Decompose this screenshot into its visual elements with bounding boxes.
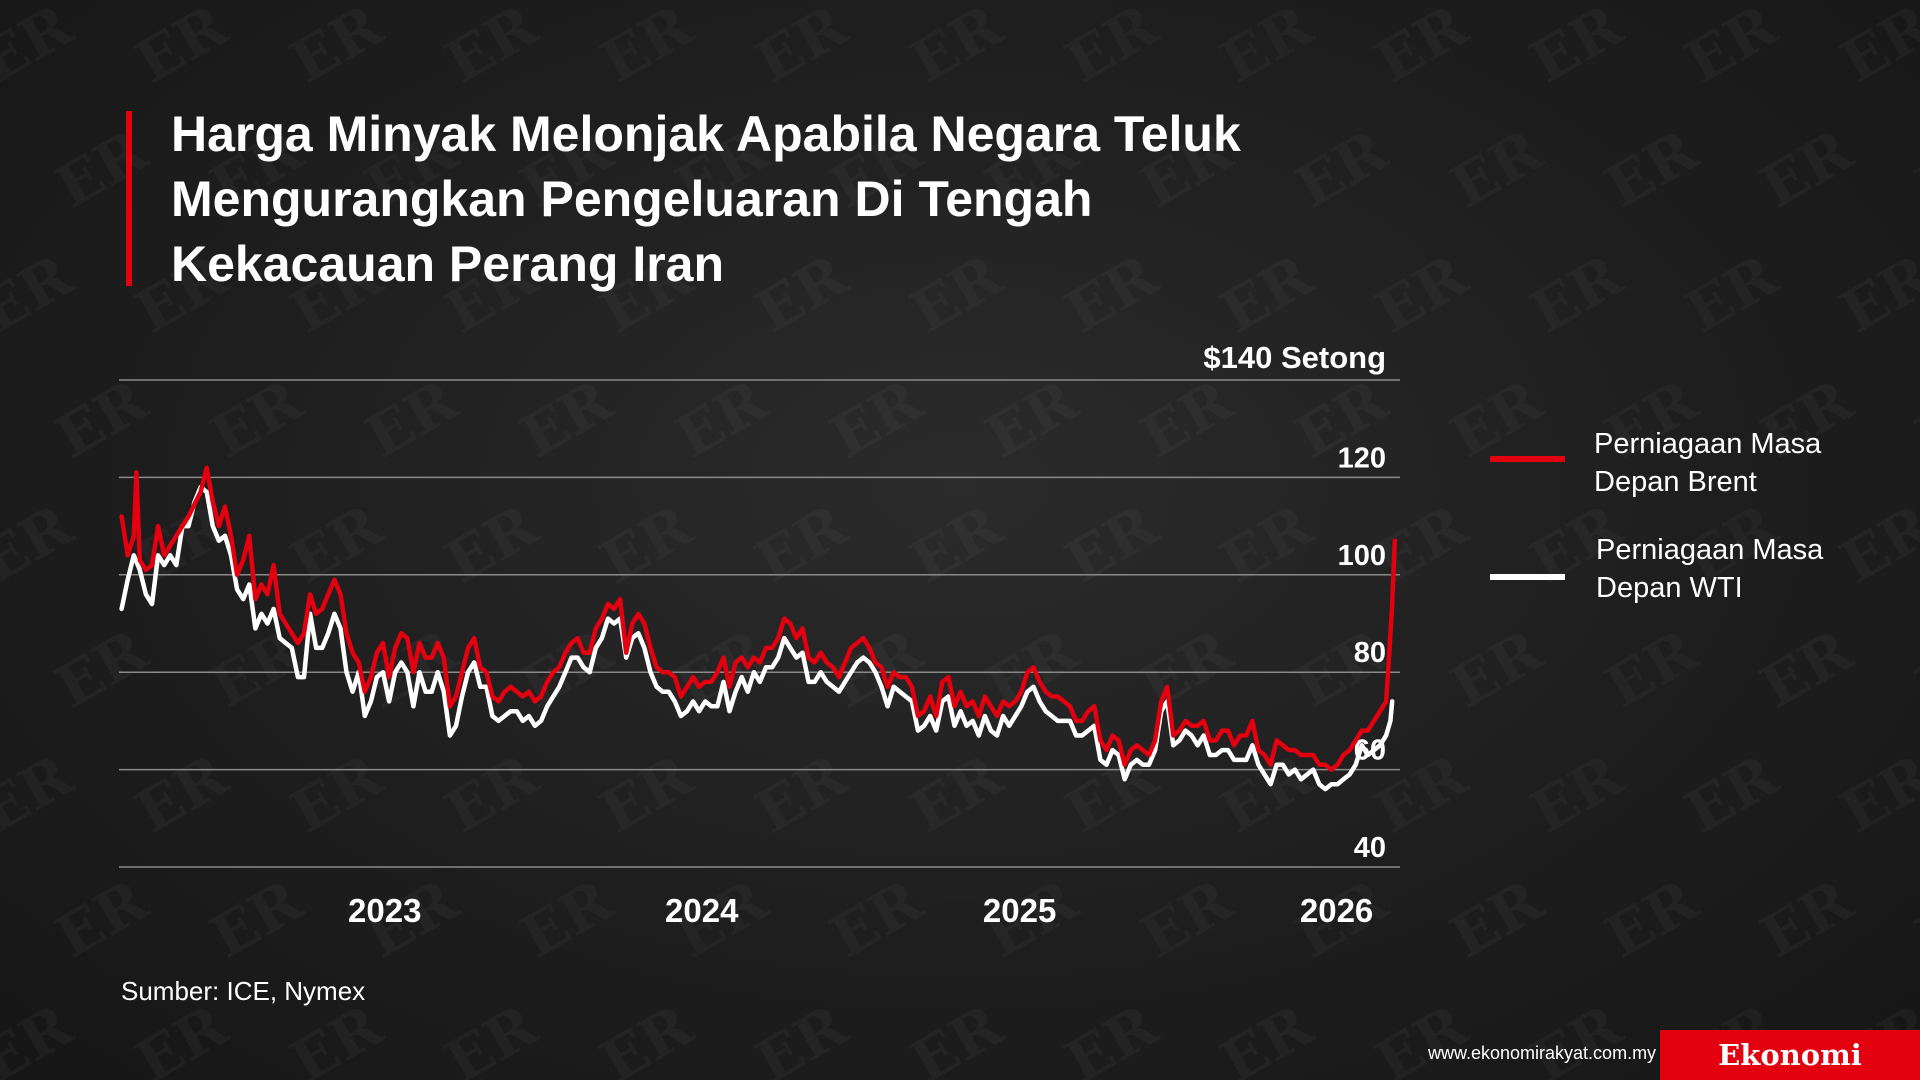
series-line-wti — [119, 484, 1395, 792]
series-line-brent — [119, 465, 1398, 772]
legend-label-brent: Perniagaan Masa Depan Brent — [1594, 428, 1822, 498]
legend-swatch-brent — [1490, 456, 1565, 462]
x-tick-label-2023: 2023 — [348, 892, 421, 929]
x-tick-label-2025: 2025 — [983, 892, 1056, 929]
title-accent-bar — [126, 111, 132, 286]
x-tick-label-2024: 2024 — [665, 892, 739, 929]
y-axis-unit-label: $140 Setong — [1203, 340, 1386, 375]
y-tick-label-80: 80 — [1354, 637, 1386, 669]
y-tick-label-40: 40 — [1354, 832, 1386, 864]
y-tick-label-120: 120 — [1338, 442, 1386, 474]
x-tick-label-2026: 2026 — [1300, 892, 1373, 929]
website-url: www.ekonomirakyat.com.my — [1428, 1043, 1657, 1063]
chart-title: Harga Minyak Melonjak Apabila Negara Tel… — [171, 102, 1371, 297]
legend-swatch-wti — [1490, 574, 1565, 580]
series-lines — [119, 465, 1398, 792]
chart-title-line-2: Mengurangkan Pengeluaran Di Tengah — [171, 171, 1093, 227]
x-tick-labels: 2023 2024 2025 2026 — [348, 892, 1373, 929]
grid-lines — [119, 379, 1400, 868]
chart-title-line-3: Kekacauan Perang Iran — [171, 236, 725, 292]
chart-title-line-1: Harga Minyak Melonjak Apabila Negara Tel… — [171, 106, 1241, 162]
y-tick-label-100: 100 — [1338, 540, 1386, 572]
source-note: Sumber: ICE, Nymex — [121, 976, 366, 1006]
legend-label-wti: Perniagaan Masa Depan WTI — [1596, 534, 1824, 604]
brand-logo: Ekonomi Rakyat — [1660, 1030, 1920, 1080]
